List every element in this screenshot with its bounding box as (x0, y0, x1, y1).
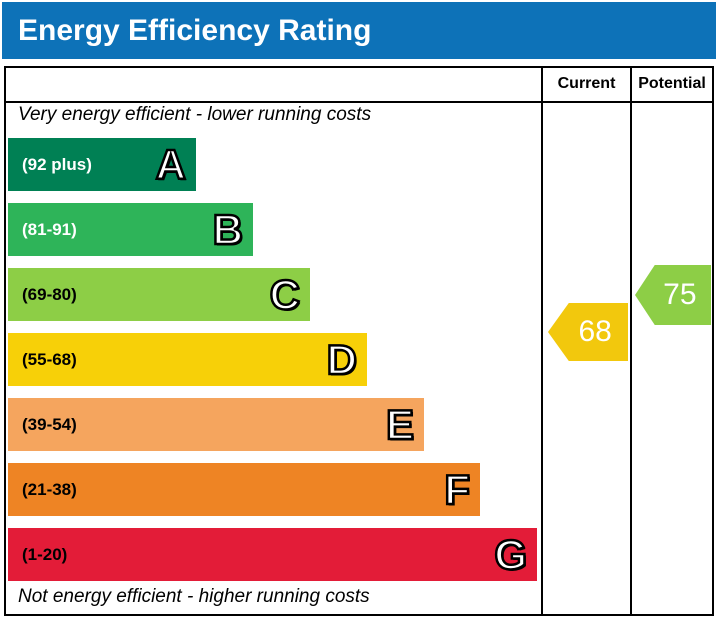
band-row-e: (39-54) E (8, 398, 424, 451)
band-range-label: (55-68) (22, 349, 77, 369)
band-row-f: (21-38) F (8, 463, 480, 516)
column-header-row (6, 68, 712, 103)
bottom-note: Not energy efficient - higher running co… (18, 586, 370, 607)
band-letter: G (493, 530, 528, 580)
band-row-c: (69-80) C (8, 268, 310, 321)
potential-rating-marker: 75 (635, 265, 711, 325)
rating-bands: (92 plus) A (81-91) B (69-80) C (55-68) … (8, 138, 537, 593)
current-rating-value: 68 (578, 315, 612, 348)
band-letter: A (154, 140, 187, 190)
potential-column-divider (630, 68, 632, 614)
band-range-label: (21-38) (22, 479, 77, 499)
band-letter: D (325, 335, 358, 385)
current-column-divider (541, 68, 543, 614)
chart-frame: Current Potential Very energy efficient … (4, 66, 714, 616)
band-letter: E (385, 400, 416, 450)
title-bar: Energy Efficiency Rating (2, 2, 716, 59)
band-row-a: (92 plus) A (8, 138, 196, 191)
band-range-label: (81-91) (22, 219, 77, 239)
current-rating-marker: 68 (548, 303, 628, 361)
band-row-d: (55-68) D (8, 333, 367, 386)
band-row-g: (1-20) G (8, 528, 537, 581)
potential-column-header: Potential (638, 75, 706, 92)
potential-rating-value: 75 (663, 278, 697, 311)
top-note: Very energy efficient - lower running co… (18, 104, 372, 125)
current-column-header: Current (557, 75, 616, 92)
chart-title: Energy Efficiency Rating (18, 14, 372, 47)
band-letter: B (211, 205, 244, 255)
band-range-label: (92 plus) (22, 154, 92, 174)
band-row-b: (81-91) B (8, 203, 253, 256)
band-range-label: (39-54) (22, 414, 77, 434)
band-letter: F (443, 465, 471, 515)
band-range-label: (1-20) (22, 544, 68, 564)
band-range-label: (69-80) (22, 284, 77, 304)
band-letter: C (268, 270, 301, 320)
